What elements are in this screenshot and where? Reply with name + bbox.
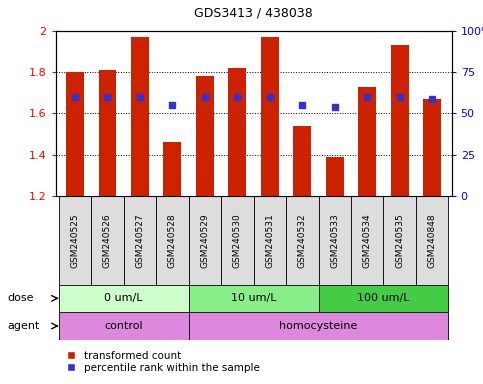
Legend: transformed count, percentile rank within the sample: transformed count, percentile rank withi… (56, 346, 264, 377)
Bar (286, 196, 318, 285)
Bar (59, 196, 91, 285)
Text: 10 um/L: 10 um/L (231, 293, 276, 303)
Bar (59, 312, 189, 340)
Bar (189, 285, 318, 312)
Bar (99, 70, 116, 196)
Bar (358, 86, 376, 196)
Bar (351, 196, 384, 285)
Bar (189, 312, 448, 340)
Bar (416, 196, 448, 285)
Bar (391, 45, 409, 196)
Bar (318, 196, 351, 285)
Bar (124, 196, 156, 285)
Text: GSM240532: GSM240532 (298, 213, 307, 268)
Text: GSM240526: GSM240526 (103, 213, 112, 268)
Bar (293, 126, 311, 196)
Text: agent: agent (7, 321, 40, 331)
Text: GSM240525: GSM240525 (71, 213, 80, 268)
Bar (318, 285, 448, 312)
Bar (59, 285, 189, 312)
Text: GSM240527: GSM240527 (135, 213, 144, 268)
Bar (156, 196, 189, 285)
Text: 100 um/L: 100 um/L (357, 293, 410, 303)
Text: dose: dose (7, 293, 34, 303)
Text: GSM240533: GSM240533 (330, 213, 339, 268)
Bar (228, 68, 246, 196)
Bar (131, 37, 149, 196)
Bar (326, 157, 344, 196)
Bar (189, 196, 221, 285)
Text: GSM240534: GSM240534 (363, 213, 372, 268)
Text: GSM240848: GSM240848 (427, 213, 437, 268)
Text: GSM240531: GSM240531 (265, 213, 274, 268)
Bar (384, 196, 416, 285)
Bar (423, 99, 441, 196)
Bar (261, 37, 279, 196)
Bar (196, 76, 214, 196)
Bar (91, 196, 124, 285)
Text: 0 um/L: 0 um/L (104, 293, 143, 303)
Bar (163, 142, 181, 196)
Text: GDS3413 / 438038: GDS3413 / 438038 (194, 6, 313, 19)
Text: GSM240529: GSM240529 (200, 213, 209, 268)
Text: homocysteine: homocysteine (279, 321, 358, 331)
Bar (221, 196, 254, 285)
Text: control: control (104, 321, 143, 331)
Text: GSM240535: GSM240535 (395, 213, 404, 268)
Bar (66, 72, 84, 196)
Text: GSM240528: GSM240528 (168, 213, 177, 268)
Text: GSM240530: GSM240530 (233, 213, 242, 268)
Bar (254, 196, 286, 285)
